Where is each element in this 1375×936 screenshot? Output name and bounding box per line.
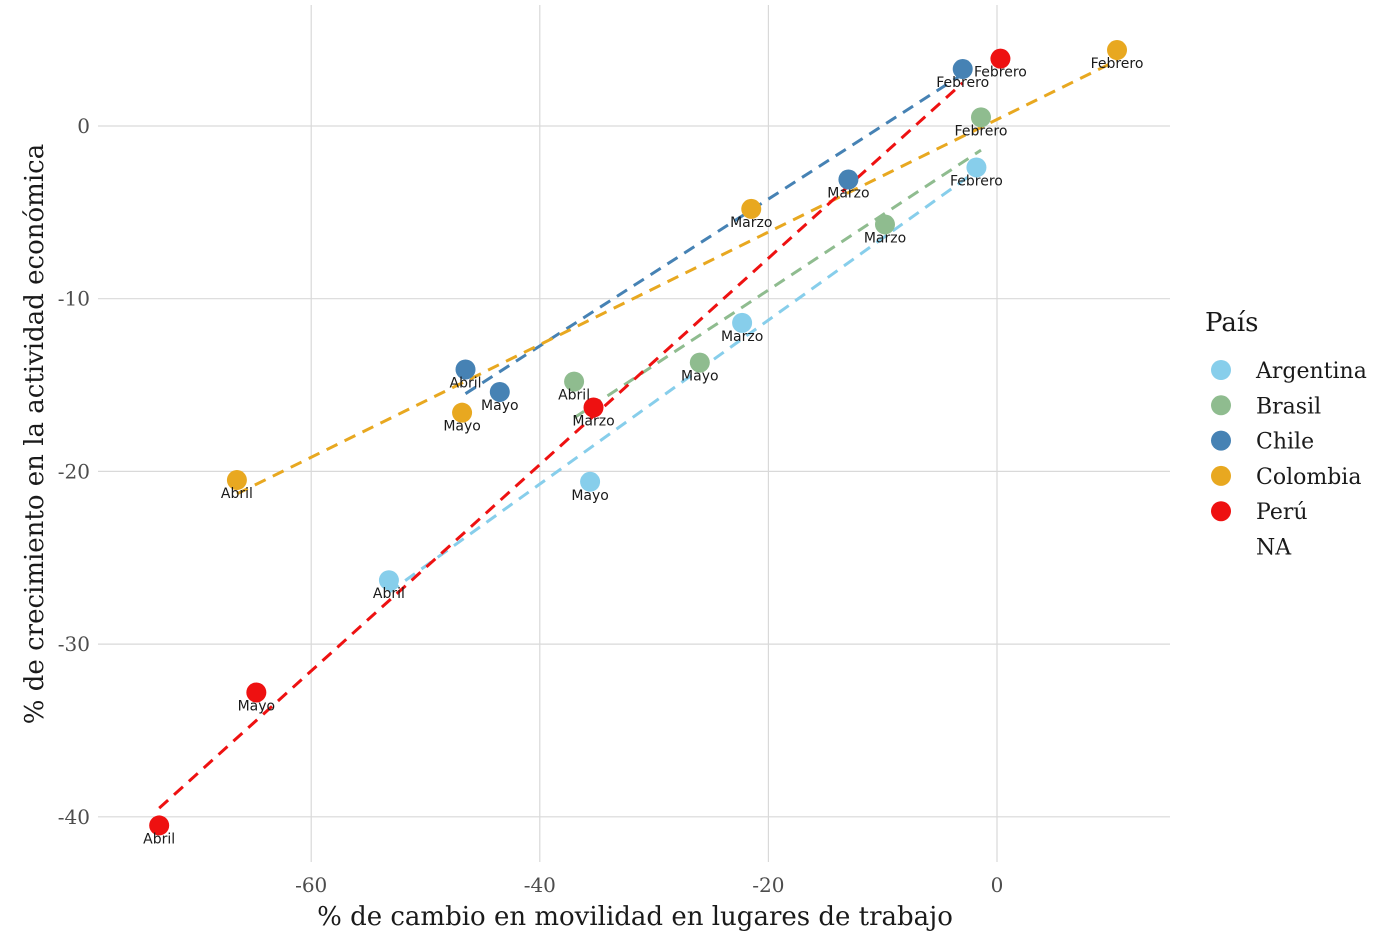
point-label: Febrero [974, 65, 1027, 81]
data-point [452, 402, 473, 423]
legend-label: Argentina [1255, 359, 1367, 384]
data-point [838, 169, 859, 190]
point-label: Abril [143, 831, 175, 847]
point-label: Abril [450, 376, 482, 392]
x-axis-title: % de cambio en movilidad en lugares de t… [317, 902, 953, 932]
point-label: Mayo [443, 419, 481, 435]
point-label: Febrero [955, 123, 1008, 139]
legend-key [1211, 395, 1231, 416]
legend-key [1211, 501, 1231, 522]
data-points [149, 40, 1128, 836]
point-label: Abril [221, 486, 253, 502]
trend-line-argentina [388, 169, 978, 594]
legend-key [1211, 465, 1231, 486]
data-point [226, 470, 247, 491]
data-point [689, 352, 710, 373]
point-label: Marzo [721, 329, 763, 345]
point-label: Mayo [571, 488, 609, 504]
legend: País Argentina Brasil Chile Colombia Perú NA [1205, 308, 1367, 561]
data-point [1107, 40, 1128, 61]
grid [98, 5, 1170, 862]
data-point [489, 381, 510, 402]
x-tick-label: 0 [991, 873, 1004, 897]
y-tick-label: -20 [58, 459, 90, 483]
data-point [564, 371, 585, 392]
point-label: Febrero [936, 75, 989, 91]
point-label: Abril [373, 586, 405, 602]
point-labels: Febrero Marzo Abril Mayo Febrero Marzo Abril Ma… [143, 56, 1143, 847]
trend-lines [158, 59, 1118, 810]
data-point [378, 570, 399, 591]
point-label: Mayo [681, 369, 719, 385]
legend-label: Chile [1256, 430, 1314, 455]
trend-line-colombia [236, 59, 1118, 496]
point-label: Abril [558, 388, 590, 404]
y-tick-label: 0 [77, 114, 90, 138]
y-tick-label: -10 [58, 287, 90, 311]
point-label: Marzo [572, 414, 614, 430]
point-label: Mayo [481, 398, 519, 414]
trend-line-perú [158, 81, 964, 810]
data-point [990, 48, 1011, 69]
data-point [149, 815, 170, 836]
legend-key [1211, 360, 1231, 380]
data-point [741, 198, 762, 219]
legend-label: Colombia [1256, 465, 1361, 490]
data-point [583, 397, 604, 418]
point-label: Febrero [1091, 56, 1144, 72]
data-point [246, 682, 267, 703]
data-point [952, 59, 973, 80]
point-label: Marzo [730, 215, 772, 231]
data-point [970, 107, 991, 128]
point-label: Mayo [238, 698, 276, 714]
point-label: Marzo [864, 230, 906, 246]
y-axis-title: % de crecimiento en la actividad económi… [20, 144, 50, 724]
legend-title: País [1205, 308, 1259, 338]
legend-label: Brasil [1256, 394, 1321, 419]
data-point [580, 471, 601, 492]
point-label: Marzo [827, 186, 869, 202]
y-tick-label: -40 [58, 805, 90, 829]
legend-label: NA [1256, 536, 1292, 561]
axis-ticks: -60 -40 -20 0 -40 -30 -20 -10 0 [58, 114, 1004, 897]
y-tick-label: -30 [58, 632, 90, 656]
data-point [874, 214, 895, 235]
x-tick-label: -40 [524, 873, 556, 897]
data-point [966, 157, 987, 178]
point-label: Febrero [950, 173, 1003, 189]
data-point [732, 312, 753, 333]
x-tick-label: -20 [752, 873, 784, 897]
x-tick-label: -60 [295, 873, 327, 897]
legend-key [1211, 430, 1231, 451]
data-point [455, 359, 476, 380]
legend-label: Perú [1256, 500, 1308, 525]
